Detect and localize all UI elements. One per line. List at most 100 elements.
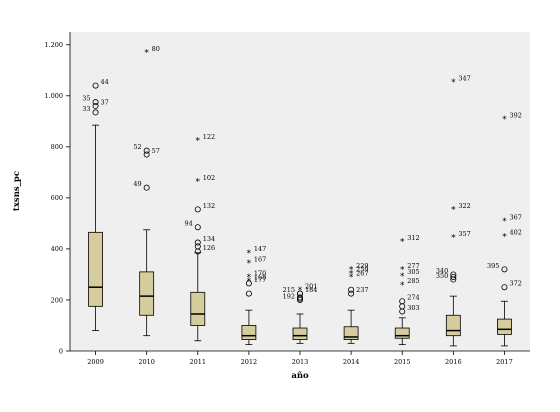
outlier-circle bbox=[194, 224, 201, 231]
outlier-label: 312 bbox=[407, 234, 419, 242]
outlier-label: 102 bbox=[203, 174, 215, 182]
outlier-star: * bbox=[502, 232, 507, 242]
y-axis-title: txsns_pc bbox=[12, 171, 22, 211]
outlier-star: * bbox=[247, 277, 252, 287]
outlier-circle bbox=[501, 266, 508, 273]
outlier-circle bbox=[450, 276, 457, 283]
outlier-star: * bbox=[400, 237, 405, 247]
outlier-label: 229 bbox=[356, 262, 368, 270]
outlier-label: 192 bbox=[283, 292, 295, 300]
outlier-star: * bbox=[196, 137, 201, 147]
outlier-label: 259 bbox=[356, 266, 368, 274]
y-tick-label: 200 bbox=[51, 296, 63, 304]
outlier-circle bbox=[143, 151, 150, 158]
iqr-box bbox=[292, 327, 308, 340]
outlier-label: 392 bbox=[509, 111, 521, 119]
outlier-label: 285 bbox=[407, 277, 419, 285]
outlier-label: 367 bbox=[509, 213, 521, 221]
outlier-label: 44 bbox=[101, 78, 109, 86]
x-tick-label: 2013 bbox=[292, 358, 309, 366]
outlier-circle bbox=[92, 99, 99, 106]
outlier-label: 33 bbox=[82, 105, 90, 113]
x-axis: 2009 2010 2011 2012 2013 2014 2015 2016 2017 bbox=[70, 350, 530, 366]
iqr-box bbox=[497, 318, 512, 335]
outlier-star: * bbox=[349, 266, 354, 276]
outlier-star: * bbox=[451, 206, 456, 216]
outlier-label: 57 bbox=[152, 147, 160, 155]
y-tick-label: 0 bbox=[59, 347, 63, 355]
outlier-label: 170 bbox=[254, 269, 266, 277]
outlier-label: 215 bbox=[283, 286, 295, 294]
outlier-label: 94 bbox=[184, 220, 192, 228]
outlier-circle bbox=[296, 296, 303, 303]
outlier-circle bbox=[348, 290, 355, 297]
x-tick-label: 2015 bbox=[394, 358, 411, 366]
outlier-label: 126 bbox=[203, 244, 215, 252]
outlier-label: 177 bbox=[254, 276, 266, 284]
y-tick-label: 600 bbox=[51, 194, 63, 202]
x-axis-title: año bbox=[291, 370, 309, 381]
iqr-box bbox=[139, 271, 155, 316]
outlier-label: 274 bbox=[407, 294, 419, 302]
outlier-label: 37 bbox=[101, 99, 109, 107]
outlier-label: 402 bbox=[509, 229, 521, 237]
outlier-label: 168 bbox=[254, 273, 266, 281]
outlier-star: * bbox=[400, 266, 405, 276]
outlier-star: * bbox=[400, 281, 405, 291]
outlier-label: 184 bbox=[305, 286, 317, 294]
outlier-star: * bbox=[400, 272, 405, 282]
outlier-label: 167 bbox=[254, 255, 266, 263]
x-tick-label: 2010 bbox=[138, 358, 155, 366]
outlier-circle bbox=[143, 147, 150, 154]
x-tick-label: 2017 bbox=[496, 358, 513, 366]
outlier-label: 303 bbox=[407, 304, 419, 312]
outlier-star: * bbox=[502, 217, 507, 227]
outlier-circle bbox=[92, 109, 99, 116]
outlier-star: * bbox=[247, 249, 252, 259]
outlier-circle bbox=[245, 290, 252, 297]
outlier-star: * bbox=[451, 78, 456, 88]
outlier-circle bbox=[501, 284, 508, 291]
outlier-label: 52 bbox=[133, 143, 141, 151]
outlier-label: 322 bbox=[458, 202, 470, 210]
outlier-label: 277 bbox=[407, 262, 419, 270]
outlier-label: 340 bbox=[436, 267, 448, 275]
outlier-label: 350 bbox=[436, 272, 448, 280]
x-tick-label: 2016 bbox=[445, 358, 462, 366]
iqr-box bbox=[241, 325, 257, 340]
outlier-star: * bbox=[144, 49, 149, 59]
outlier-label: 132 bbox=[203, 202, 215, 210]
outlier-circle bbox=[399, 308, 406, 315]
iqr-box bbox=[394, 327, 410, 339]
outlier-label: 347 bbox=[458, 74, 470, 82]
iqr-box bbox=[190, 291, 206, 326]
outlier-label: 201 bbox=[305, 282, 317, 290]
outlier-label: 267 bbox=[356, 269, 368, 277]
outlier-label: 49 bbox=[133, 180, 141, 188]
outlier-circle bbox=[194, 239, 201, 246]
x-tick-label: 2011 bbox=[190, 358, 207, 366]
outlier-star: * bbox=[502, 115, 507, 125]
outlier-circle bbox=[194, 206, 201, 213]
outlier-label: 122 bbox=[203, 133, 215, 141]
outlier-label: 237 bbox=[356, 286, 368, 294]
outlier-label: 35 bbox=[82, 95, 90, 103]
outlier-circle bbox=[245, 280, 252, 287]
outlier-circle bbox=[92, 82, 99, 89]
outlier-star: * bbox=[196, 177, 201, 187]
y-tick-label: 800 bbox=[51, 143, 63, 151]
outlier-star: * bbox=[247, 259, 252, 269]
outlier-circle bbox=[194, 248, 201, 255]
outlier-label: 357 bbox=[458, 230, 470, 238]
iqr-box bbox=[445, 314, 461, 337]
outlier-circle bbox=[348, 286, 355, 293]
y-tick-label: 400 bbox=[51, 245, 63, 253]
iqr-box bbox=[88, 231, 103, 307]
y-tick-label: 1.200 bbox=[44, 41, 63, 49]
